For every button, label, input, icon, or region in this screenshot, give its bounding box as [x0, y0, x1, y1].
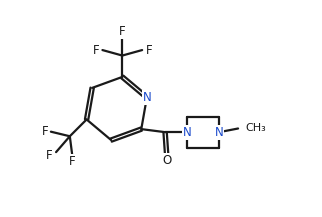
- Text: F: F: [146, 44, 152, 57]
- Text: F: F: [42, 125, 48, 138]
- Text: CH₃: CH₃: [246, 123, 267, 133]
- Text: N: N: [183, 126, 192, 139]
- Text: N: N: [142, 91, 151, 104]
- Text: F: F: [69, 155, 76, 168]
- Text: F: F: [119, 25, 126, 38]
- Text: F: F: [46, 149, 53, 162]
- Text: F: F: [92, 44, 99, 57]
- Text: N: N: [215, 126, 223, 139]
- Text: O: O: [162, 154, 171, 167]
